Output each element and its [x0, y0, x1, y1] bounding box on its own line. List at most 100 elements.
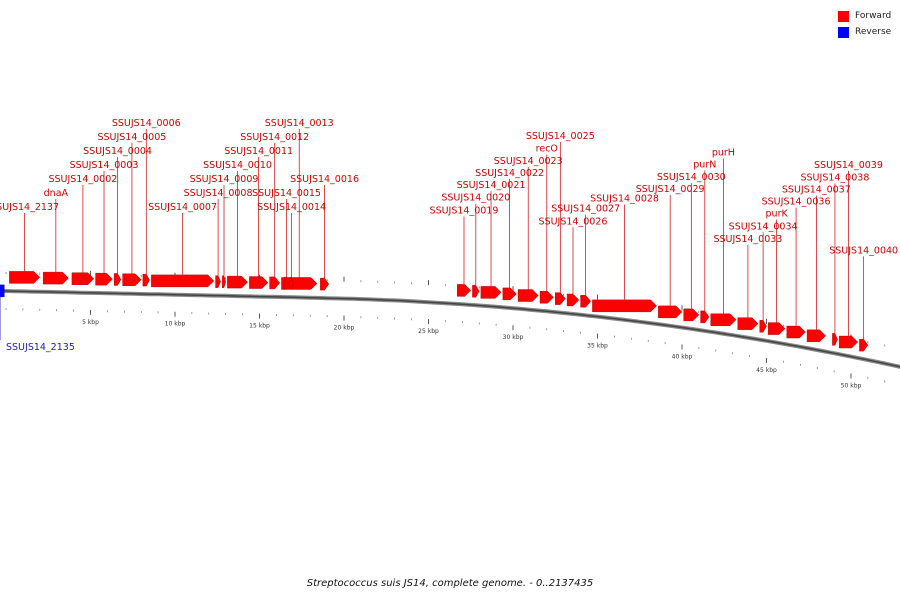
gene-arrow[interactable] — [838, 335, 859, 349]
gene-label[interactable]: SSUJS14_0033 — [713, 234, 782, 245]
gene-label[interactable]: SSUJS14_0037 — [782, 185, 851, 196]
gene-label[interactable]: purK — [766, 209, 789, 220]
gene-label[interactable]: SSUJS14_0002 — [48, 174, 117, 185]
genome-caption: Streptococcus suis JS14, complete genome… — [306, 578, 594, 589]
gene-arrow[interactable] — [0, 284, 5, 298]
gene-label[interactable]: SSUJS14_0038 — [801, 172, 870, 183]
gene-arrow[interactable] — [71, 272, 95, 285]
gene-arrows — [0, 271, 869, 352]
legend: Forward Reverse — [838, 9, 891, 41]
gene-label[interactable]: SSUJS14_0030 — [657, 172, 726, 183]
gene-label[interactable]: SSUJS14_0029 — [636, 184, 705, 195]
gene-arrow[interactable] — [786, 325, 806, 339]
gene-arrow[interactable] — [480, 286, 502, 299]
gene-arrow[interactable] — [95, 272, 113, 286]
scale-tick-label: 10 kbp — [165, 321, 186, 328]
gene-arrow[interactable] — [502, 287, 517, 301]
scale-tick-label: 15 kbp — [249, 323, 270, 330]
gene-arrow[interactable] — [767, 322, 786, 335]
reverse-swatch — [838, 26, 849, 38]
gene-arrow[interactable] — [151, 274, 215, 288]
gene-arrow[interactable] — [320, 277, 330, 291]
gene-label[interactable]: purH — [712, 147, 735, 158]
scale-tick-label: 30 kbp — [503, 334, 524, 341]
gene-arrow[interactable] — [249, 276, 269, 289]
gene-arrow[interactable] — [566, 293, 580, 307]
gene-arrow[interactable] — [859, 338, 869, 352]
gene-label[interactable]: purN — [693, 159, 716, 170]
forward-swatch — [838, 10, 849, 22]
gene-label[interactable]: dnaA — [44, 188, 69, 199]
scale-tick-label: 35 kbp — [587, 343, 608, 350]
gene-arrow[interactable] — [269, 276, 281, 290]
legend-item-reverse: Reverse — [838, 25, 891, 39]
gene-label[interactable]: SSUJS14_0022 — [475, 168, 544, 179]
gene-arrow[interactable] — [9, 271, 41, 284]
gene-arrow[interactable] — [122, 273, 142, 286]
gene-arrow[interactable] — [737, 317, 759, 330]
gene-label[interactable]: SSUJS14_2135 — [6, 342, 75, 353]
gene-arrow[interactable] — [683, 308, 700, 322]
gene-label[interactable]: SSUJS14_0020 — [441, 193, 510, 204]
gene-arrow[interactable] — [759, 320, 767, 333]
gene-label[interactable]: SSUJS14_0019 — [430, 205, 499, 216]
gene-label[interactable]: SSUJS14_0014 — [257, 202, 326, 213]
gene-label[interactable]: SSUJS14_0023 — [494, 156, 563, 167]
gene-arrow[interactable] — [539, 291, 554, 304]
gene-arrow[interactable] — [142, 273, 150, 287]
genome-axis — [0, 288, 900, 369]
scale-tick-label: 45 kbp — [756, 367, 777, 374]
gene-arrow[interactable] — [832, 333, 838, 346]
gene-label[interactable]: SSUJS14_0021 — [457, 180, 526, 191]
gene-label[interactable]: SSUJS14_0015 — [252, 188, 321, 199]
kbp-ticks: 5 kbp 10 kbp 15 kbp 20 kbp 25 kbp 30 kbp 35 kb… — [5, 270, 886, 390]
axis-line — [0, 290, 900, 368]
gene-label[interactable]: SSUJS14_0003 — [70, 160, 139, 171]
gene-label[interactable]: SSUJS14_0004 — [83, 146, 152, 157]
gene-label[interactable]: SSUJS14_0013 — [265, 118, 334, 129]
gene-label[interactable]: SSUJS14_0039 — [814, 160, 883, 171]
gene-arrow[interactable] — [457, 284, 472, 297]
legend-label-reverse: Reverse — [855, 27, 892, 37]
gene-arrow[interactable] — [227, 275, 248, 289]
gene-arrow[interactable] — [215, 275, 221, 288]
gene-label[interactable]: SSUJS14_0040 — [829, 245, 898, 256]
gene-label[interactable]: SSUJS14_0010 — [203, 160, 272, 171]
gene-arrow[interactable] — [658, 305, 683, 319]
scale-tick-label: 50 kbp — [841, 383, 862, 390]
gene-label[interactable]: recO — [536, 144, 558, 155]
gene-label[interactable]: SSUJS14_0007 — [148, 202, 217, 213]
gene-label[interactable]: SSUJS14_0025 — [526, 131, 595, 142]
gene-label[interactable]: SSUJS14_0009 — [190, 174, 259, 185]
gene-label[interactable]: SSUJS14_0016 — [290, 174, 359, 185]
legend-item-forward: Forward — [838, 9, 891, 23]
scale-tick-label: 40 kbp — [672, 354, 693, 361]
gene-label[interactable]: SSUJS14_0027 — [551, 204, 620, 215]
gene-arrow[interactable] — [555, 292, 566, 305]
gene-arrow[interactable] — [710, 313, 737, 326]
gene-arrow[interactable] — [42, 271, 69, 285]
gene-label[interactable]: SSUJS14_0006 — [112, 118, 181, 129]
gene-arrow[interactable] — [580, 295, 592, 308]
gene-label[interactable]: SSUJS14_0028 — [590, 193, 659, 204]
gene-arrow[interactable] — [592, 299, 657, 313]
gene-label[interactable]: SSUJS14_2137 — [0, 202, 59, 213]
scale-tick-label: 25 kbp — [418, 328, 439, 335]
gene-label[interactable]: SSUJS14_0012 — [240, 132, 309, 143]
legend-label-forward: Forward — [855, 11, 892, 21]
gene-labels: SSUJS14_2137 dnaA SSUJS14_0002 SSUJS14_0003… — [0, 118, 898, 353]
gene-label[interactable]: SSUJS14_0026 — [539, 216, 608, 227]
gene-arrow[interactable] — [806, 329, 826, 343]
gene-label[interactable]: SSUJS14_0034 — [729, 221, 798, 232]
gene-label[interactable]: SSUJS14_0011 — [224, 146, 293, 157]
gene-arrow[interactable] — [517, 289, 539, 302]
gene-label[interactable]: SSUJS14_0005 — [97, 132, 166, 143]
gene-label[interactable]: SSUJS14_0036 — [762, 197, 831, 208]
gene-arrow[interactable] — [472, 285, 480, 298]
gene-label[interactable]: SSUJS14_0008 — [184, 188, 253, 199]
gene-arrow[interactable] — [113, 273, 122, 286]
gene-arrow[interactable] — [700, 310, 710, 324]
gene-arrow[interactable] — [222, 275, 226, 288]
scale-tick-label: 20 kbp — [334, 325, 355, 332]
